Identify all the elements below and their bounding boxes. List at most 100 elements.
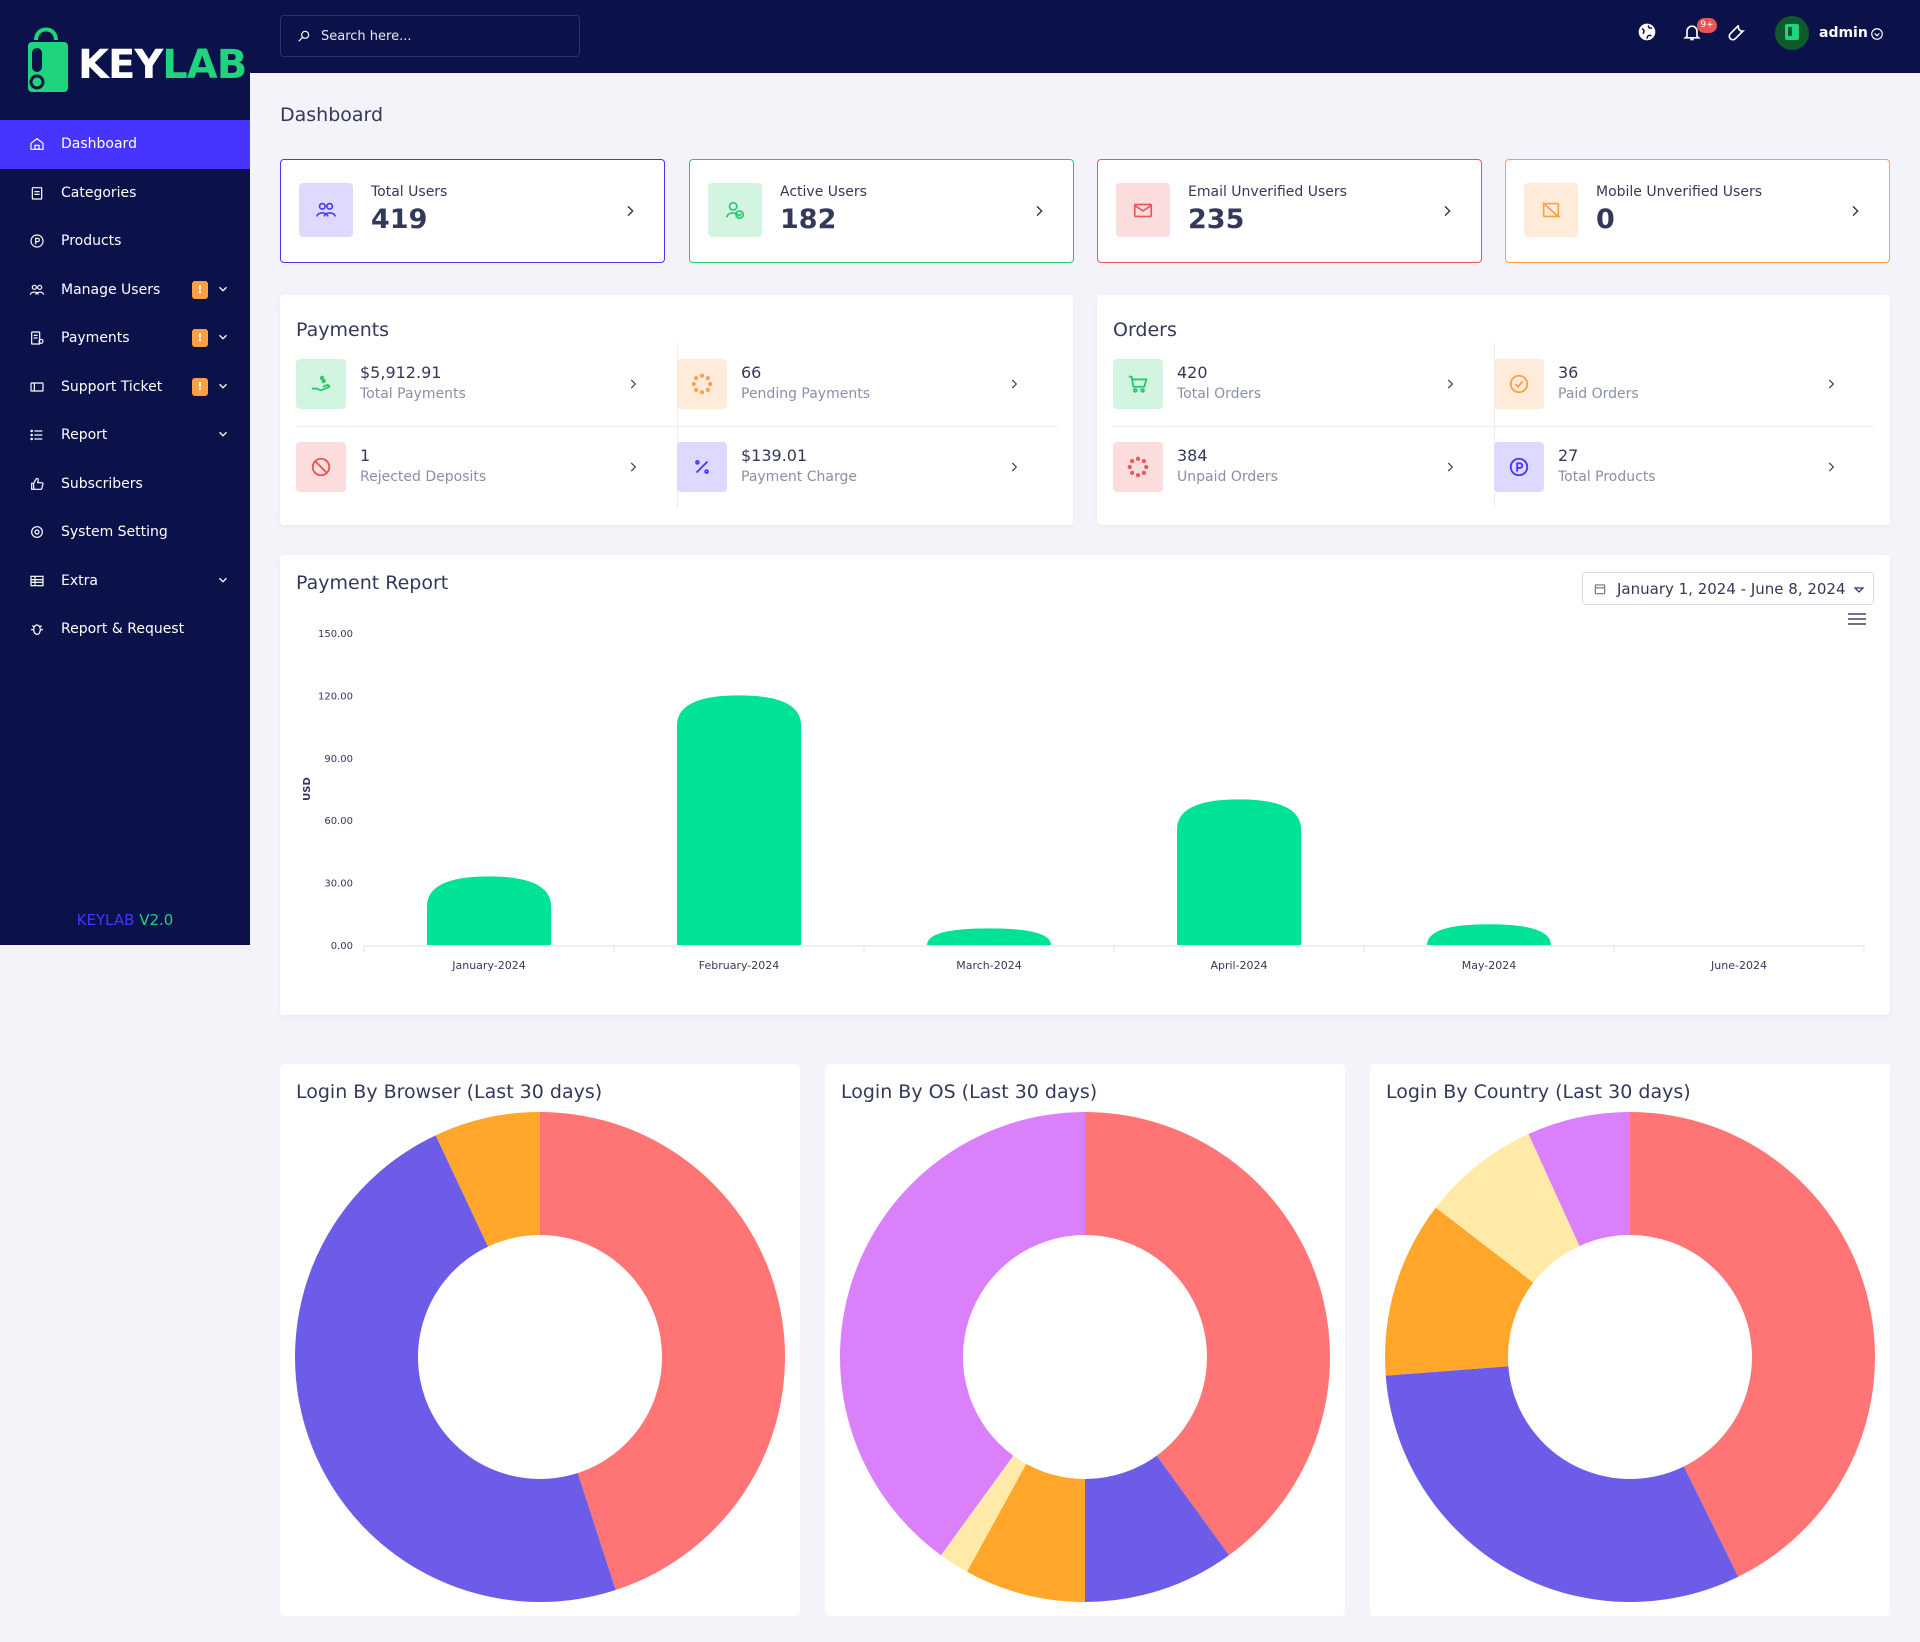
widget-label: Unpaid Orders [1177, 469, 1278, 485]
sidebar-item-extra[interactable]: Extra [0, 557, 250, 606]
y-tick-label: 60.00 [324, 816, 353, 827]
logo-bag-icon [28, 27, 68, 92]
cart-icon [1113, 359, 1163, 409]
donut-slice[interactable] [1528, 1112, 1630, 1246]
sidebar-item-report-request[interactable]: Report & Request [0, 605, 250, 654]
sidebar-item-subscribers[interactable]: Subscribers [0, 460, 250, 509]
donut-slice[interactable] [435, 1112, 540, 1247]
mobile-slash-icon [1524, 183, 1578, 237]
stat-card-email-unverified-users[interactable]: Email Unverified Users 235 [1097, 159, 1482, 263]
chevron-right-icon[interactable] [1031, 203, 1047, 219]
widget-pending-payments[interactable]: 66 Pending Payments [661, 343, 1041, 426]
avatar[interactable] [1775, 16, 1809, 50]
donut-slice[interactable] [966, 1463, 1085, 1602]
donut-slice[interactable] [940, 1455, 1027, 1572]
login-country-panel: Login By Country (Last 30 days) [1370, 1064, 1890, 1616]
logo[interactable]: KEYLAB [22, 18, 247, 98]
sidebar-item-support-ticket[interactable]: Support Ticket! [0, 363, 250, 412]
donut-slice[interactable] [540, 1112, 785, 1591]
y-tick-label: 150.00 [318, 629, 353, 640]
sidebar-item-products[interactable]: Products [0, 217, 250, 266]
widget-total-products[interactable]: 27 Total Products [1478, 426, 1858, 509]
chevron-down-icon[interactable] [1870, 26, 1884, 40]
spinner-icon [677, 359, 727, 409]
ticket-icon [28, 378, 46, 396]
y-tick-label: 30.00 [324, 879, 353, 890]
bar-may-2024[interactable] [1427, 924, 1551, 945]
sidebar-item-system-setting[interactable]: System Setting [0, 508, 250, 557]
widget-value: 384 [1177, 446, 1208, 465]
sidebar-item-label: Dashboard [61, 136, 137, 153]
stat-value: 0 [1596, 204, 1615, 235]
donut-slice[interactable] [840, 1112, 1085, 1556]
ban-icon [296, 442, 346, 492]
chevron-right-icon[interactable] [1007, 376, 1021, 390]
stat-card-total-users[interactable]: Total Users 419 [280, 159, 665, 263]
search-box[interactable] [280, 15, 580, 57]
login-country-title: Login By Country (Last 30 days) [1386, 1081, 1691, 1103]
donut-slice[interactable] [1385, 1366, 1739, 1602]
widget-total-payments[interactable]: $5,912.91 Total Payments [280, 343, 660, 426]
chevron-down-icon [216, 573, 230, 587]
sidebar-item-categories[interactable]: Categories [0, 169, 250, 218]
search-input[interactable] [321, 28, 561, 44]
bell-icon[interactable] [1682, 22, 1704, 44]
chevron-right-icon[interactable] [1007, 459, 1021, 473]
hand-dollar-icon [296, 359, 346, 409]
bar-march-2024[interactable] [927, 928, 1051, 945]
date-range-value: January 1, 2024 - June 8, 2024 [1617, 579, 1846, 598]
page-title: Dashboard [280, 104, 384, 126]
donut-slice[interactable] [295, 1135, 616, 1602]
bar-february-2024[interactable] [677, 695, 801, 945]
spinner-icon [1113, 442, 1163, 492]
donut-slice[interactable] [1085, 1112, 1330, 1556]
date-range-picker[interactable]: January 1, 2024 - June 8, 2024 [1582, 572, 1874, 605]
globe-icon[interactable] [1637, 22, 1659, 44]
chevron-down-icon [216, 330, 230, 344]
admin-username[interactable]: admin [1819, 25, 1868, 41]
chevron-right-icon[interactable] [626, 459, 640, 473]
chevron-right-icon[interactable] [1824, 459, 1838, 473]
chevron-right-icon[interactable] [1439, 203, 1455, 219]
wrench-icon[interactable] [1727, 22, 1749, 44]
percent-icon [677, 442, 727, 492]
chart-menu-icon[interactable] [1848, 613, 1866, 627]
widget-paid-orders[interactable]: 36 Paid Orders [1478, 343, 1858, 426]
stat-card-mobile-unverified-users[interactable]: Mobile Unverified Users 0 [1505, 159, 1890, 263]
login-browser-title: Login By Browser (Last 30 days) [296, 1081, 603, 1103]
chevron-right-icon[interactable] [626, 376, 640, 390]
widget-value: 420 [1177, 363, 1208, 382]
donut-slice[interactable] [1435, 1133, 1580, 1283]
login-os-donut [840, 1112, 1330, 1602]
stat-card-active-users[interactable]: Active Users 182 [689, 159, 1074, 263]
donut-slice[interactable] [1630, 1112, 1875, 1577]
chevron-right-icon[interactable] [1824, 376, 1838, 390]
stat-label: Active Users [780, 184, 867, 200]
bar-january-2024[interactable] [427, 876, 551, 945]
search-icon [298, 30, 310, 42]
chevron-right-icon[interactable] [622, 203, 638, 219]
widget-total-orders[interactable]: 420 Total Orders [1097, 343, 1477, 426]
sidebar-item-label: Extra [61, 572, 98, 589]
stat-value: 182 [780, 204, 837, 235]
chevron-right-icon[interactable] [1443, 376, 1457, 390]
x-tick-label: March-2024 [956, 959, 1022, 972]
widget-rejected-deposits[interactable]: 1 Rejected Deposits [280, 426, 660, 509]
widget-unpaid-orders[interactable]: 384 Unpaid Orders [1097, 426, 1477, 509]
thumbs-up-icon [28, 475, 46, 493]
donut-slice[interactable] [1085, 1455, 1230, 1602]
table-icon [28, 572, 46, 590]
widget-payment-charge[interactable]: $139.01 Payment Charge [661, 426, 1041, 509]
donut-slice[interactable] [1385, 1207, 1534, 1376]
bar-april-2024[interactable] [1177, 799, 1301, 945]
widget-label: Total Orders [1177, 386, 1262, 402]
chevron-right-icon[interactable] [1847, 203, 1863, 219]
sidebar-item-dashboard[interactable]: Dashboard [0, 120, 250, 169]
chevron-right-icon[interactable] [1443, 459, 1457, 473]
sidebar-item-report[interactable]: Report [0, 411, 250, 460]
sidebar-item-payments[interactable]: Payments! [0, 314, 250, 363]
sidebar-item-manage-users[interactable]: Manage Users! [0, 266, 250, 315]
sidebar-item-label: Products [61, 233, 122, 250]
stat-label: Mobile Unverified Users [1596, 184, 1763, 200]
widget-value: 36 [1558, 363, 1579, 382]
